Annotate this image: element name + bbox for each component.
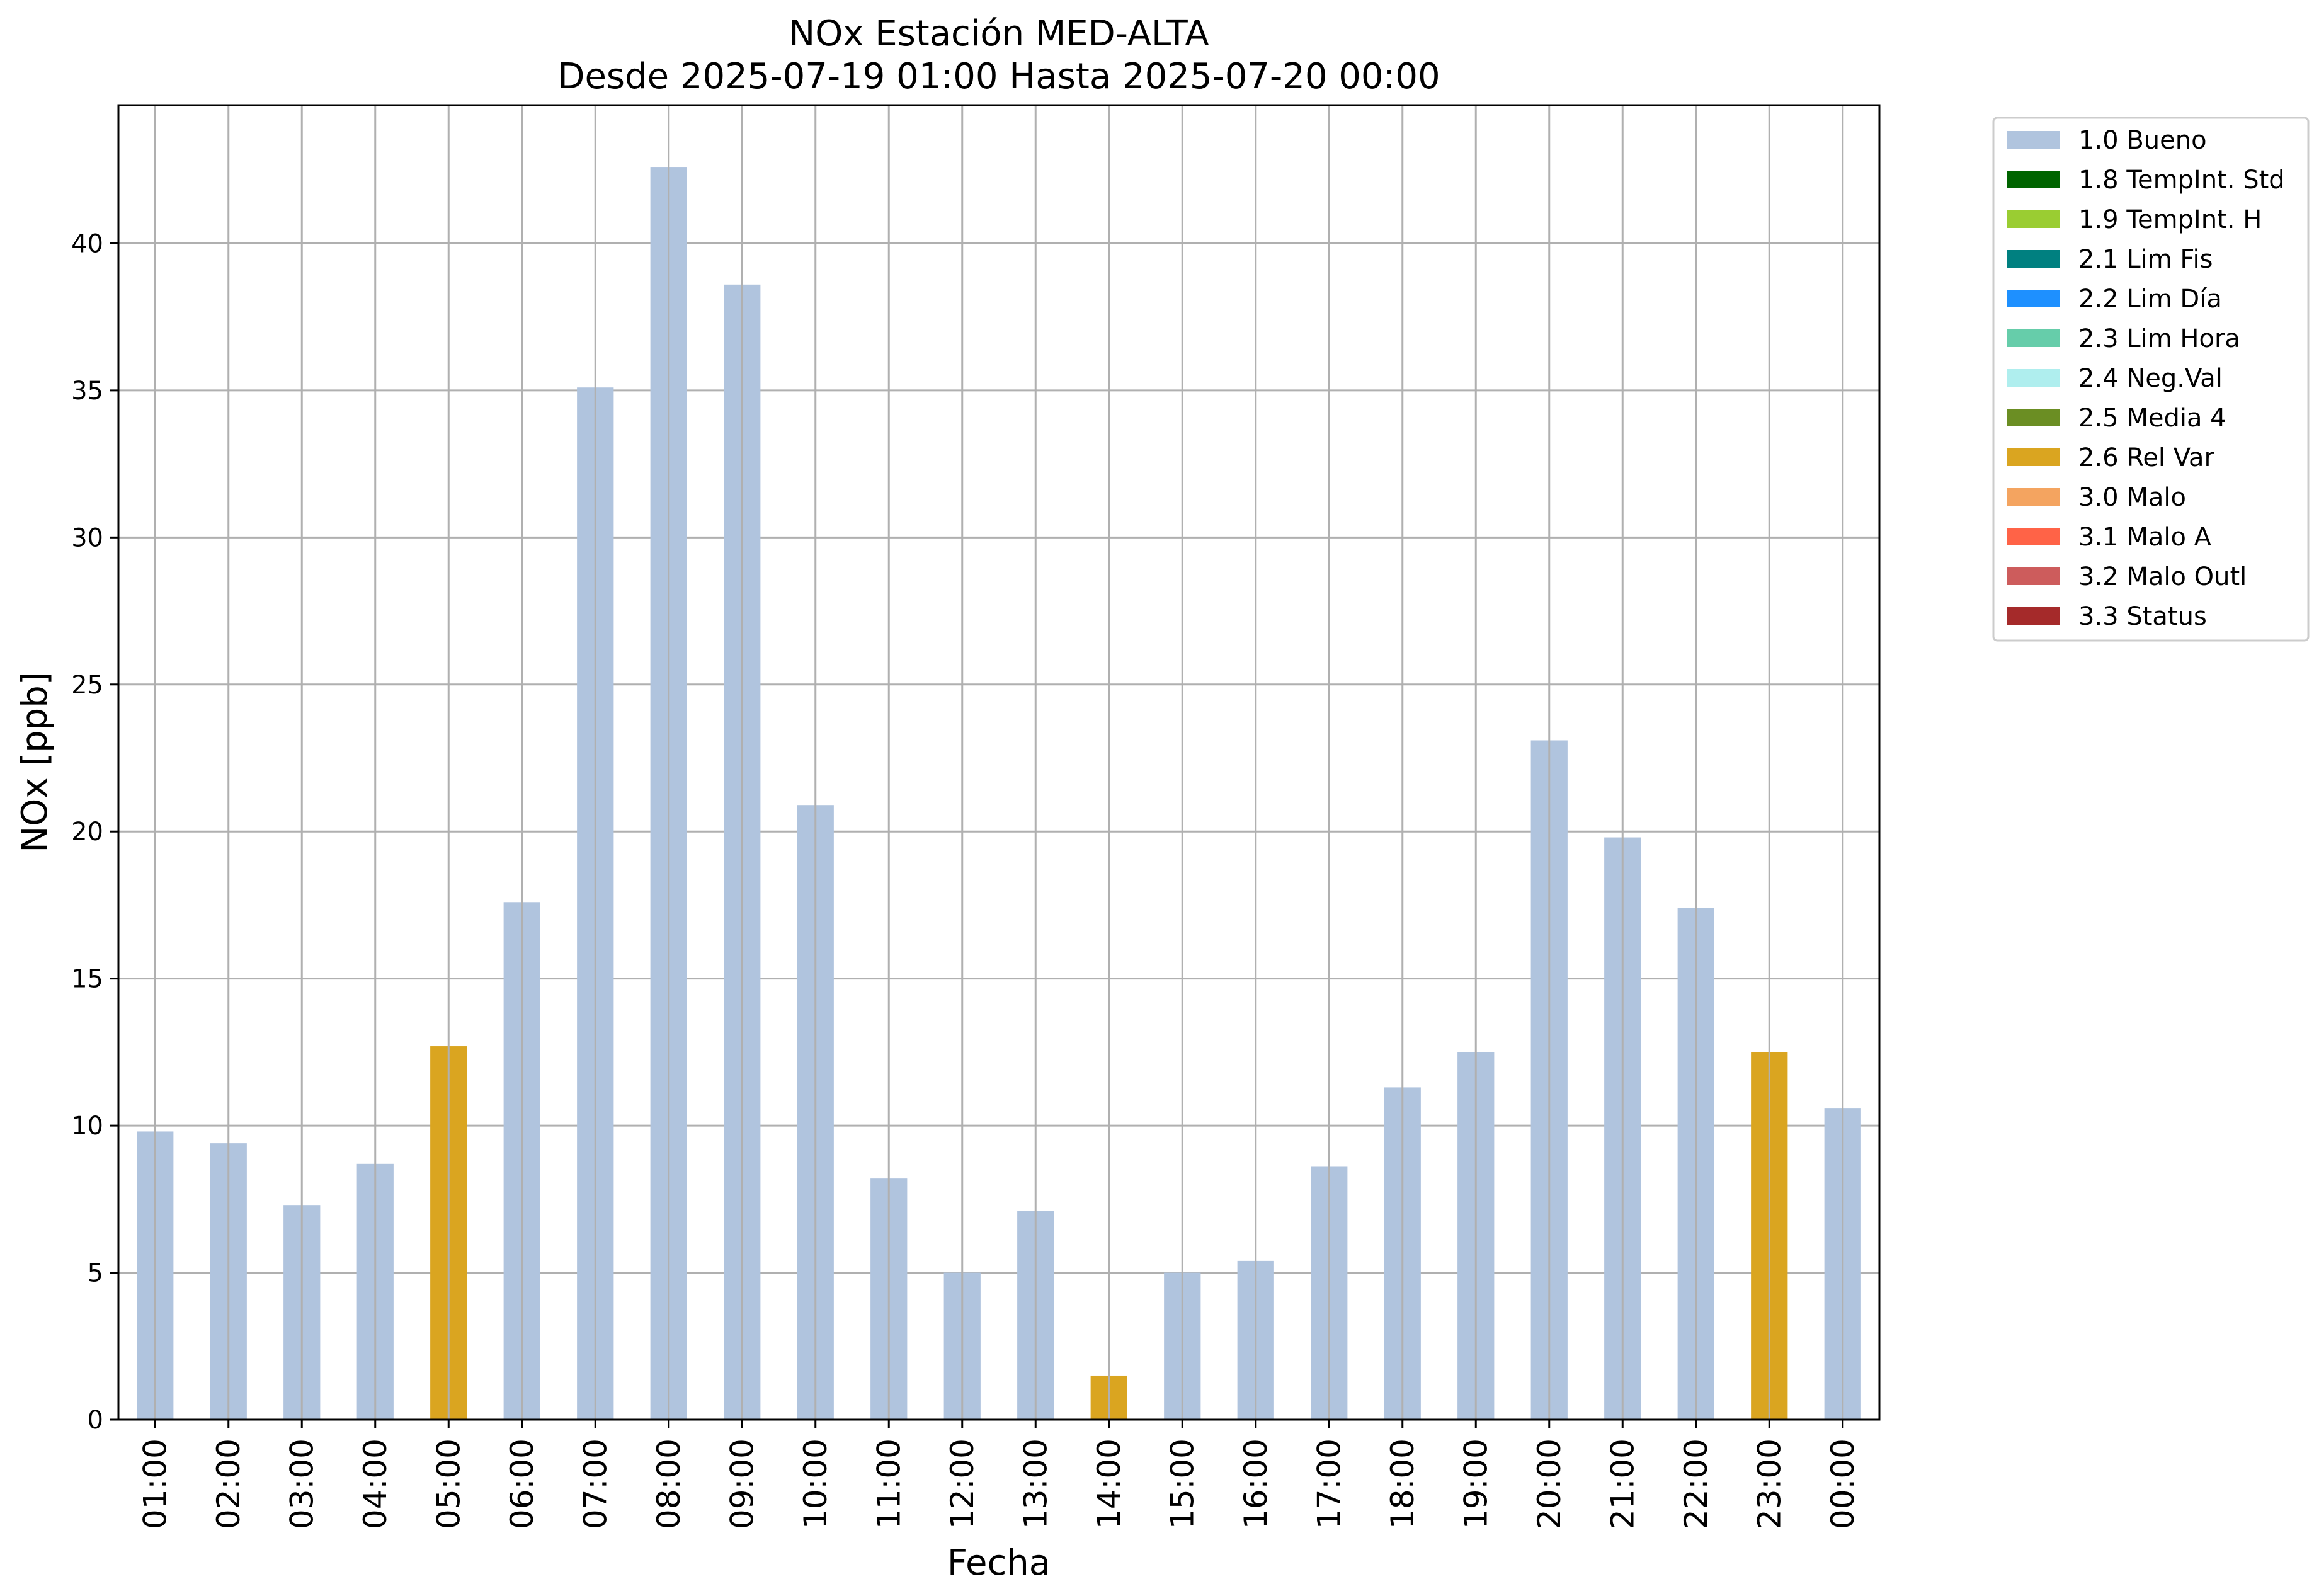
legend-entry: 1.0 Bueno	[2078, 126, 2207, 155]
x-tick-label: 06:00	[504, 1439, 540, 1529]
y-tick-label: 0	[88, 1406, 103, 1435]
vgrid-layer	[154, 105, 1844, 1420]
legend-swatch	[2007, 528, 2060, 545]
y-tick-label: 30	[71, 523, 103, 552]
legend-swatch	[2007, 171, 2060, 188]
legend-entry: 3.0 Malo	[2078, 483, 2186, 512]
y-axis-label: NOx [ppb]	[14, 671, 55, 852]
legend-entry: 2.5 Media 4	[2078, 404, 2226, 433]
x-tick-label: 15:00	[1164, 1439, 1200, 1529]
legend-entry: 2.2 Lim Día	[2078, 285, 2222, 314]
x-tick-label: 09:00	[724, 1439, 760, 1529]
y-tick-label: 15	[71, 965, 103, 994]
legend-entry: 1.8 TempInt. Std	[2078, 166, 2285, 195]
legend-entry: 3.2 Malo Outl	[2078, 562, 2247, 591]
y-tick-label: 5	[88, 1259, 103, 1288]
x-tick-label: 23:00	[1751, 1439, 1787, 1529]
plot-frame	[117, 104, 1881, 1421]
x-tick-label: 10:00	[797, 1439, 834, 1529]
legend-swatch	[2007, 131, 2060, 149]
legend-entry: 2.1 Lim Fis	[2078, 245, 2213, 274]
y-tick-label: 35	[71, 377, 103, 406]
legend-swatch	[2007, 607, 2060, 625]
y-tick-label: 25	[71, 671, 103, 700]
x-tick-label: 02:00	[210, 1439, 247, 1529]
x-tick-label: 22:00	[1678, 1439, 1714, 1529]
x-tick-label: 20:00	[1531, 1439, 1568, 1529]
x-tick-label: 19:00	[1457, 1439, 1494, 1529]
x-tick-label: 16:00	[1238, 1439, 1274, 1529]
y-tick-label: 20	[71, 818, 103, 846]
x-tick-label: 14:00	[1091, 1439, 1127, 1529]
y-tick-label: 10	[71, 1112, 103, 1141]
x-tick-label: 08:00	[651, 1439, 687, 1529]
legend-swatch	[2007, 409, 2060, 426]
x-tick-label: 11:00	[870, 1439, 907, 1529]
x-axis-label: Fecha	[947, 1542, 1051, 1583]
x-tick-label: 03:00	[283, 1439, 320, 1529]
y-tick-label: 40	[71, 229, 103, 258]
grid-layer	[118, 242, 1879, 1421]
x-tick-label: 18:00	[1384, 1439, 1421, 1529]
x-tick-label: 07:00	[577, 1439, 613, 1529]
bars-layer	[137, 167, 1861, 1420]
legend-swatch	[2007, 369, 2060, 387]
legend-entry: 2.4 Neg.Val	[2078, 364, 2223, 393]
legend-swatch	[2007, 329, 2060, 347]
y-ticks: 0 5 10 15 20 25 30 35 40	[71, 229, 118, 1435]
chart-title: NOx Estación MED-ALTA	[789, 13, 1209, 54]
legend-entry: 1.9 TempInt. H	[2078, 205, 2262, 234]
legend: 1.0 Bueno 1.8 TempInt. Std 1.9 TempInt. H 2…	[1992, 117, 2310, 642]
x-tick-label: 12:00	[944, 1439, 981, 1529]
legend-entry: 3.3 Status	[2078, 602, 2207, 631]
legend-swatch	[2007, 448, 2060, 466]
x-tick-label: 00:00	[1825, 1439, 1861, 1529]
legend-swatch	[2007, 488, 2060, 506]
x-tick-label: 04:00	[357, 1439, 394, 1529]
legend-entry: 2.3 Lim Hora	[2078, 324, 2240, 353]
legend-swatch	[2007, 290, 2060, 307]
x-ticks: 01:00 02:00 03:00 04:00 05:00 06:00 07:00 08:00…	[137, 1420, 1861, 1529]
legend-entry: 2.6 Rel Var	[2078, 443, 2215, 472]
x-tick-label: 17:00	[1311, 1439, 1347, 1529]
chart-subtitle: Desde 2025-07-19 01:00 Hasta 2025-07-20 …	[557, 56, 1440, 97]
legend-entry: 3.1 Malo A	[2078, 523, 2212, 552]
legend-swatch	[2007, 250, 2060, 268]
x-tick-label: 21:00	[1604, 1439, 1641, 1529]
x-tick-label: 01:00	[137, 1439, 173, 1529]
legend-box	[1992, 117, 2310, 642]
x-tick-label: 05:00	[430, 1439, 467, 1529]
legend-swatch	[2007, 567, 2060, 585]
x-tick-label: 13:00	[1017, 1439, 1054, 1529]
legend-swatch	[2007, 210, 2060, 228]
